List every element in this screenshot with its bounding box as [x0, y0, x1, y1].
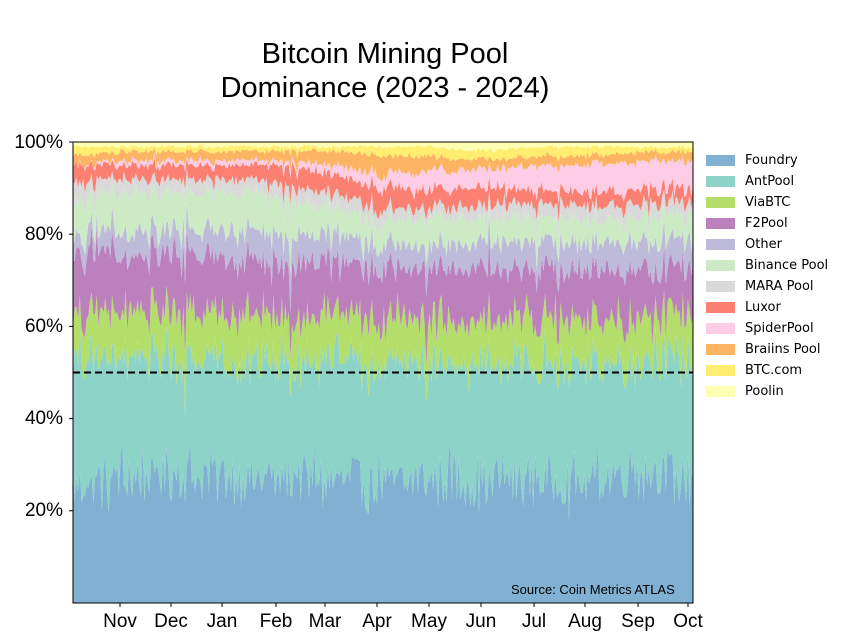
x-tick-label: Jun [465, 611, 497, 632]
y-tick-label: 80% [24, 224, 63, 245]
legend-item: Poolin [706, 381, 828, 402]
x-tick-label: Feb [259, 611, 293, 632]
legend-label: F2Pool [745, 216, 788, 231]
x-tick-label: Mar [308, 611, 342, 632]
x-tick-label: Jan [206, 611, 238, 632]
area-series-binance-pool [73, 178, 693, 274]
legend-item: Other [706, 234, 828, 255]
area-series-f2pool [73, 225, 693, 366]
legend-label: MARA Pool [745, 279, 814, 294]
legend-swatch [706, 302, 735, 313]
plot-frame [72, 141, 694, 604]
legend-swatch [706, 386, 735, 397]
legend-swatch [706, 260, 735, 271]
y-tick-label: 60% [24, 316, 63, 337]
area-series-foundry [73, 442, 693, 603]
legend-label: Foundry [745, 153, 798, 168]
source-note: Source: Coin Metrics ATLAS [511, 582, 675, 597]
legend-swatch [706, 197, 735, 208]
legend-label: SpiderPool [745, 321, 814, 336]
x-tick-label: Jul [521, 611, 547, 632]
chart-title-line-1: Bitcoin Mining Pool [261, 38, 509, 70]
legend-item: Binance Pool [706, 255, 828, 276]
legend-item: MARA Pool [706, 276, 828, 297]
x-tick-label: Sep [621, 611, 655, 632]
legend-item: ViaBTC [706, 192, 828, 213]
legend-swatch [706, 239, 735, 250]
area-series-poolin [73, 142, 693, 153]
chart-title-line-2: Dominance (2023 - 2024) [220, 72, 550, 104]
legend-swatch [706, 323, 735, 334]
area-series-spiderpool [73, 152, 693, 205]
legend-swatch [706, 218, 735, 229]
x-tick-label: Aug [568, 611, 602, 632]
legend-item: Foundry [706, 150, 828, 171]
x-tick-label: Nov [103, 611, 137, 632]
legend-label: Binance Pool [745, 258, 829, 273]
legend-item: F2Pool [706, 213, 828, 234]
legend-label: Poolin [745, 384, 784, 399]
x-tick-label: Apr [362, 611, 392, 632]
legend-label: ViaBTC [745, 195, 791, 210]
legend-item: Luxor [706, 297, 828, 318]
legend-label: Other [745, 237, 782, 252]
legend-swatch [706, 365, 735, 376]
area-series-btc-com [73, 144, 693, 162]
legend-swatch [706, 344, 735, 355]
area-series-antpool [73, 324, 693, 521]
area-series-luxor [73, 157, 693, 222]
legend-item: SpiderPool [706, 318, 828, 339]
legend: Foundry AntPool ViaBTC F2Pool Other Bina… [706, 150, 828, 402]
legend-item: BTC.com [706, 360, 828, 381]
legend-label: AntPool [745, 174, 795, 189]
legend-swatch [706, 155, 735, 166]
y-tick-label: 100% [14, 132, 63, 153]
x-tick-label: Oct [673, 611, 703, 632]
legend-label: BTC.com [745, 363, 803, 378]
y-tick-label: 20% [24, 500, 63, 521]
area-series-viabtc [73, 285, 693, 417]
y-tick-label: 40% [24, 408, 63, 429]
legend-item: Braiins Pool [706, 339, 828, 360]
area-series-braiins-pool [73, 146, 693, 183]
legend-swatch [706, 281, 735, 292]
x-tick-label: May [411, 611, 447, 632]
area-series-other [73, 202, 693, 314]
legend-item: AntPool [706, 171, 828, 192]
legend-swatch [706, 176, 735, 187]
x-tick-label: Dec [154, 611, 188, 632]
area-series-mara-pool [73, 168, 693, 239]
legend-label: Braiins Pool [745, 342, 821, 357]
legend-label: Luxor [745, 300, 781, 315]
